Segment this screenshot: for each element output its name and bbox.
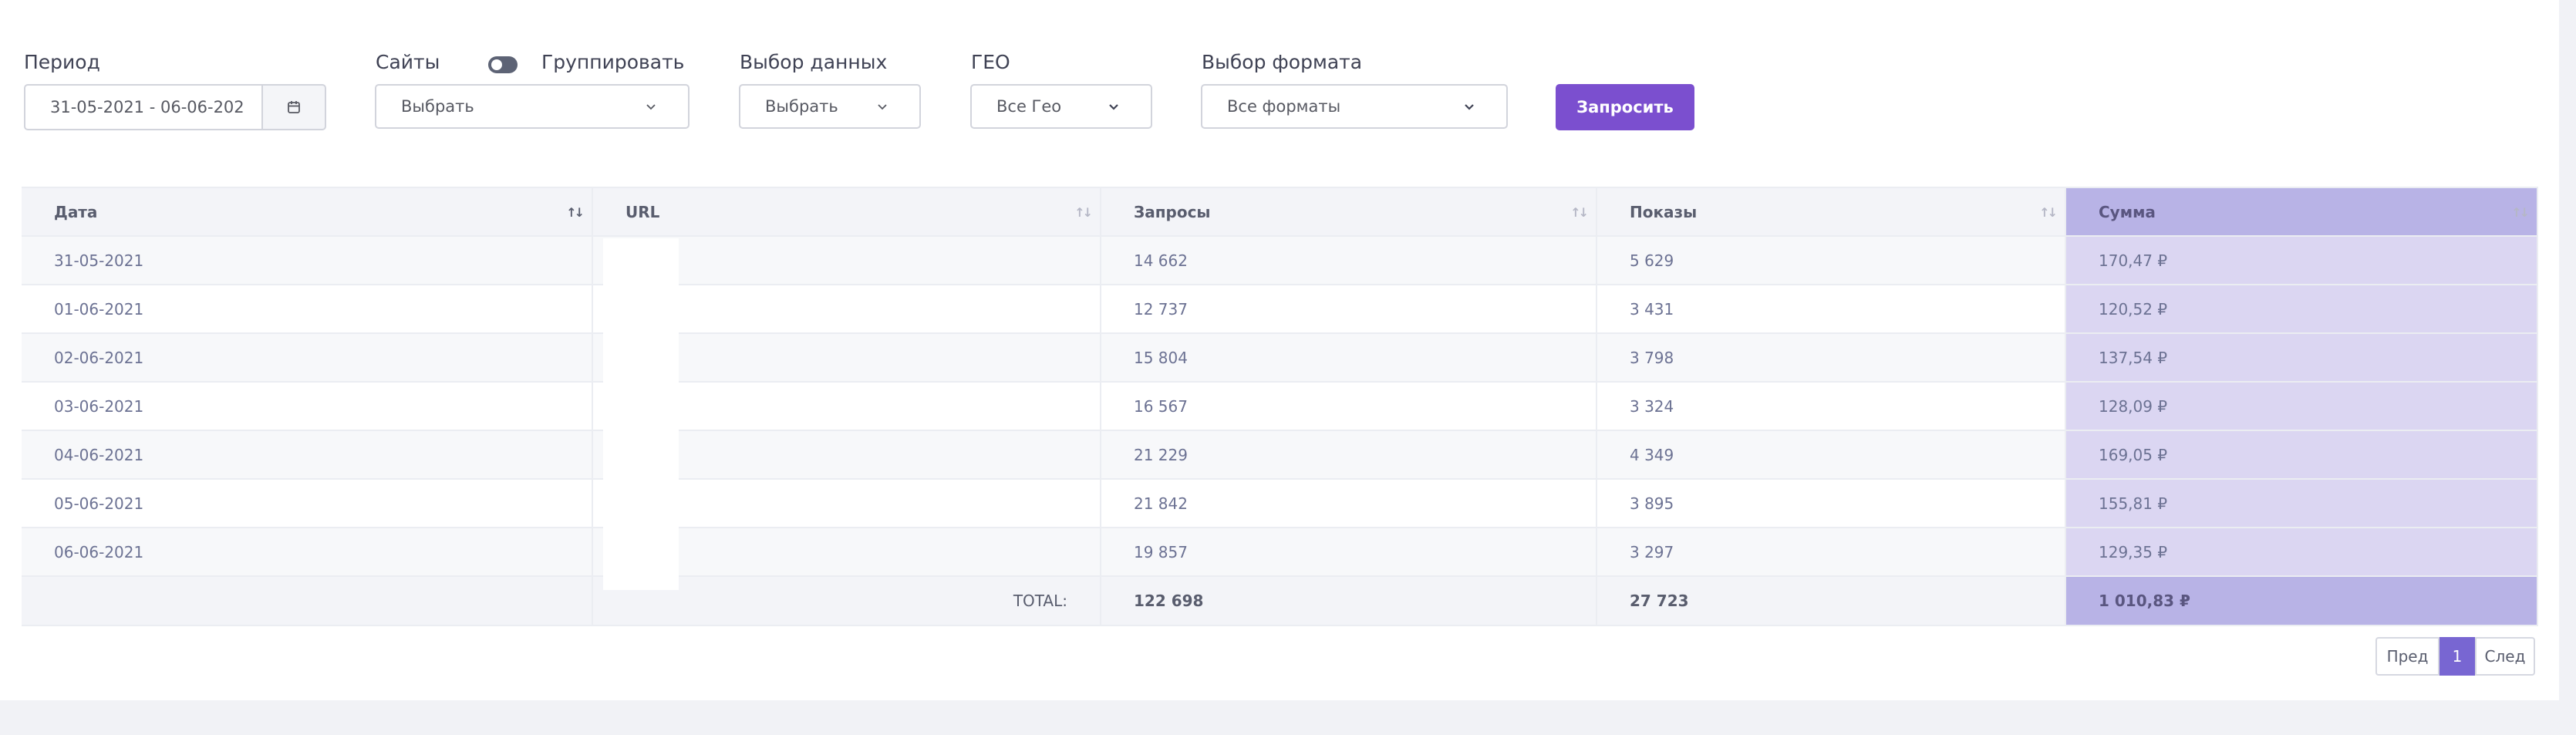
chevron-down-icon	[1465, 104, 1474, 110]
request-button[interactable]: Запросить	[1556, 84, 1694, 130]
cell-date: 04-06-2021	[22, 430, 593, 480]
cell-impressions: 3 431	[1597, 285, 2066, 334]
cell-sum: 120,52 ₽	[2065, 285, 2538, 334]
table-row: 05-06-2021 r.in 21 842 3 895 155,81 ₽	[22, 479, 2538, 528]
pagination-next-button[interactable]: След	[2475, 637, 2535, 676]
column-header-label: Показы	[1630, 202, 1698, 221]
cell-impressions: 4 349	[1597, 430, 2066, 480]
cell-requests: 21 842	[1101, 479, 1597, 528]
total-requests: 122 698	[1101, 576, 1597, 626]
total-empty-cell	[22, 576, 593, 626]
total-row: TOTAL: 122 698 27 723 1 010,83 ₽	[22, 576, 2538, 626]
geo-select[interactable]: Все Гео	[970, 84, 1152, 129]
stats-table: Дата ↑↓ URL ↑↓ Запросы ↑↓ Показы ↑↓ Сумма ↑↓ …	[22, 187, 2538, 626]
table-row: 31-05-2021 r.in 14 662 5 629 170,47 ₽	[22, 236, 2538, 285]
cell-impressions: 3 798	[1597, 333, 2066, 383]
column-header-url[interactable]: URL ↑↓	[592, 187, 1101, 237]
cell-requests: 15 804	[1101, 333, 1597, 383]
period-label: Период	[24, 51, 100, 73]
filters-bar: Период 31-05-2021 - 06-06-202 Сайты Груп…	[0, 0, 2559, 154]
cell-requests: 21 229	[1101, 430, 1597, 480]
cell-sum: 170,47 ₽	[2065, 236, 2538, 285]
cell-impressions: 3 297	[1597, 528, 2066, 577]
cell-impressions: 3 895	[1597, 479, 2066, 528]
total-impressions: 27 723	[1597, 576, 2066, 626]
period-input[interactable]: 31-05-2021 - 06-06-202	[24, 84, 261, 130]
cell-date: 31-05-2021	[22, 236, 593, 285]
url-redaction-mask	[603, 238, 679, 590]
table-row: 03-06-2021 r.in 16 567 3 324 128,09 ₽	[22, 382, 2538, 431]
pagination-prev-button[interactable]: Пред	[2375, 637, 2439, 676]
report-card: Период 31-05-2021 - 06-06-202 Сайты Груп…	[0, 0, 2559, 700]
group-label: Группировать	[541, 51, 685, 73]
cell-impressions: 3 324	[1597, 382, 2066, 431]
toggle-knob	[491, 59, 502, 70]
data-label: Выбор данных	[740, 51, 888, 73]
geo-label: ГЕО	[971, 51, 1010, 73]
table-row: 01-06-2021 r.in 12 737 3 431 120,52 ₽	[22, 285, 2538, 334]
column-header-label: Запросы	[1134, 202, 1211, 221]
chevron-down-icon	[646, 104, 656, 110]
chevron-down-icon	[878, 104, 887, 110]
cell-sum: 155,81 ₽	[2065, 479, 2538, 528]
sites-select-value: Выбрать	[401, 97, 474, 116]
column-header-sum[interactable]: Сумма ↑↓	[2065, 187, 2538, 237]
column-header-label: Дата	[54, 202, 98, 221]
cell-date: 03-06-2021	[22, 382, 593, 431]
calendar-icon	[288, 101, 300, 113]
data-select-value: Выбрать	[765, 97, 838, 116]
data-select[interactable]: Выбрать	[739, 84, 921, 129]
sort-icon[interactable]: ↑↓	[2039, 205, 2058, 220]
column-header-impressions[interactable]: Показы ↑↓	[1597, 187, 2066, 237]
format-select[interactable]: Все форматы	[1201, 84, 1508, 129]
pagination: Пред 1 След	[2375, 637, 2535, 676]
format-select-value: Все форматы	[1227, 97, 1341, 116]
period-picker[interactable]: 31-05-2021 - 06-06-202	[24, 84, 326, 130]
sort-icon[interactable]: ↑↓	[1570, 205, 1589, 220]
cell-sum: 129,35 ₽	[2065, 528, 2538, 577]
cell-sum: 169,05 ₽	[2065, 430, 2538, 480]
column-header-label: Сумма	[2099, 202, 2156, 221]
sort-icon[interactable]: ↑↓	[2511, 205, 2530, 220]
group-toggle[interactable]	[488, 56, 518, 73]
sort-icon[interactable]: ↑↓	[1074, 205, 1093, 220]
geo-select-value: Все Гео	[996, 97, 1062, 116]
cell-impressions: 5 629	[1597, 236, 2066, 285]
cell-sum: 137,54 ₽	[2065, 333, 2538, 383]
cell-requests: 12 737	[1101, 285, 1597, 334]
cell-date: 02-06-2021	[22, 333, 593, 383]
table-row: 06-06-2021 r.in 19 857 3 297 129,35 ₽	[22, 528, 2538, 577]
column-header-label: URL	[625, 202, 660, 221]
sites-select[interactable]: Выбрать	[375, 84, 690, 129]
cell-requests: 16 567	[1101, 382, 1597, 431]
pagination-page-button[interactable]: 1	[2439, 637, 2475, 676]
calendar-button[interactable]	[261, 84, 326, 130]
total-sum: 1 010,83 ₽	[2065, 576, 2538, 626]
sort-icon[interactable]: ↑↓	[566, 205, 585, 220]
sites-label: Сайты	[376, 51, 440, 73]
column-header-requests[interactable]: Запросы ↑↓	[1101, 187, 1597, 237]
cell-sum: 128,09 ₽	[2065, 382, 2538, 431]
table-row: 04-06-2021 r.in 21 229 4 349 169,05 ₽	[22, 430, 2538, 480]
column-header-date[interactable]: Дата ↑↓	[22, 187, 593, 237]
cell-requests: 14 662	[1101, 236, 1597, 285]
cell-date: 05-06-2021	[22, 479, 593, 528]
cell-date: 06-06-2021	[22, 528, 593, 577]
table-header-row: Дата ↑↓ URL ↑↓ Запросы ↑↓ Показы ↑↓ Сумма ↑↓	[22, 187, 2538, 237]
format-label: Выбор формата	[1202, 51, 1363, 73]
table-row: 02-06-2021 r.in 15 804 3 798 137,54 ₽	[22, 333, 2538, 383]
cell-date: 01-06-2021	[22, 285, 593, 334]
chevron-down-icon	[1109, 104, 1118, 110]
cell-requests: 19 857	[1101, 528, 1597, 577]
